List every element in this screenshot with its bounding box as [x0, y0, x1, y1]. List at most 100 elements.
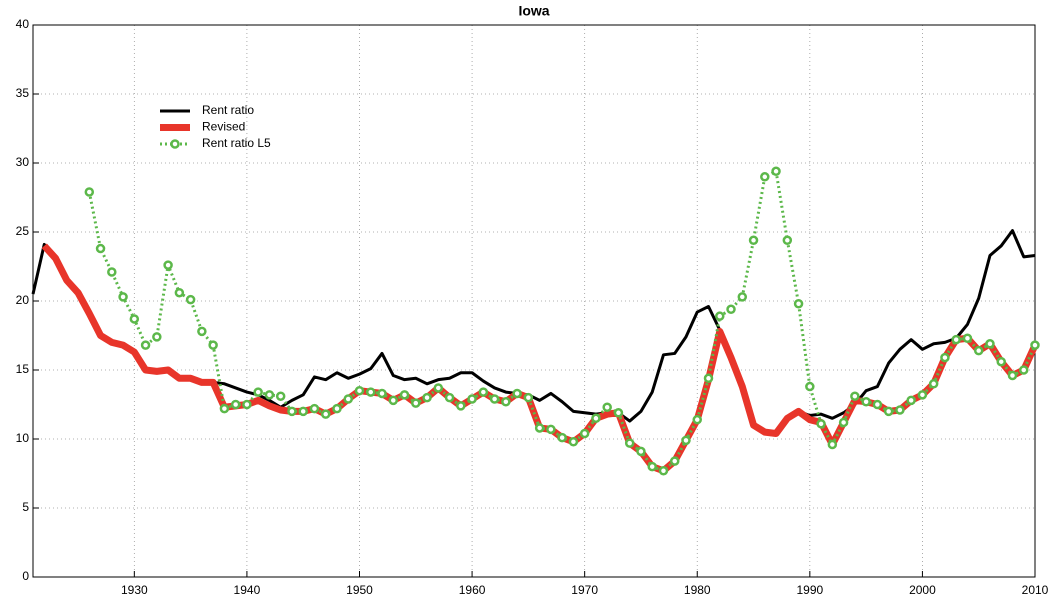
legend-marker [170, 139, 180, 149]
marker [1007, 370, 1018, 381]
marker [84, 187, 95, 197]
y-tick-label: 5 [22, 500, 29, 514]
marker [906, 395, 916, 406]
y-tick-label: 15 [16, 362, 30, 376]
marker [140, 340, 151, 350]
marker [602, 402, 612, 413]
marker [320, 409, 331, 419]
marker [354, 385, 365, 396]
y-tick-label: 25 [16, 224, 30, 238]
marker [895, 405, 905, 415]
plot-frame [32, 24, 1036, 578]
marker [95, 243, 106, 254]
marker [185, 294, 196, 305]
marker [287, 406, 297, 417]
marker [411, 398, 421, 408]
marker [703, 373, 714, 384]
marker [366, 387, 376, 397]
y-tick-label: 20 [16, 293, 30, 307]
marker [760, 172, 770, 182]
y-tick-label: 30 [16, 155, 30, 169]
marker [827, 439, 838, 450]
marker [658, 465, 669, 476]
x-tick-label: 1970 [571, 583, 598, 597]
marker [512, 388, 522, 399]
marker [388, 395, 399, 406]
x-tick-label: 1940 [234, 583, 261, 597]
x-tick-label: 1930 [121, 583, 148, 597]
marker [501, 396, 511, 407]
marker [669, 456, 680, 466]
x-tick-label: 1980 [684, 583, 711, 597]
x-tick-label: 1990 [796, 583, 823, 597]
marker [309, 403, 320, 414]
marker [726, 304, 736, 315]
marker [985, 339, 995, 349]
marker [422, 392, 432, 403]
marker [332, 403, 342, 414]
marker [962, 333, 973, 344]
marker [996, 356, 1006, 367]
marker [940, 352, 950, 363]
series-line [87, 169, 1037, 473]
marker [917, 390, 928, 400]
marker [681, 435, 691, 446]
marker [152, 332, 162, 342]
marker [343, 394, 353, 404]
marker [264, 390, 275, 400]
marker [444, 392, 455, 403]
marker [624, 438, 635, 448]
marker [107, 267, 117, 277]
marker [163, 260, 173, 270]
x-tick-label: 1960 [459, 583, 486, 597]
y-tick-label: 10 [16, 431, 30, 445]
marker [298, 406, 308, 417]
marker [129, 314, 140, 324]
marker [850, 391, 860, 401]
legend-label: Revised [202, 120, 245, 134]
marker [838, 417, 849, 428]
marker [1018, 365, 1029, 375]
marker [242, 399, 252, 410]
y-tick-label: 40 [16, 17, 30, 31]
x-tick-label: 2010 [1022, 583, 1049, 597]
marker [973, 345, 984, 356]
marker [557, 432, 567, 443]
marker [872, 399, 883, 410]
marker [591, 413, 601, 424]
marker [715, 311, 725, 321]
marker [377, 388, 387, 399]
marker [433, 383, 444, 393]
marker [951, 334, 961, 345]
chart-title: Iowa [518, 3, 549, 19]
x-tick-label: 1950 [346, 583, 373, 597]
marker [230, 399, 241, 410]
marker [928, 379, 939, 389]
marker [534, 423, 545, 433]
x-tick-label: 2000 [909, 583, 936, 597]
marker [793, 299, 804, 309]
marker [399, 390, 410, 400]
marker [737, 292, 748, 302]
marker [782, 235, 793, 246]
marker [208, 340, 218, 350]
legend-label: Rent ratio [202, 103, 254, 117]
marker [692, 414, 702, 425]
series-line [41, 243, 1039, 475]
y-tick-label: 0 [22, 569, 29, 583]
marker [883, 406, 894, 417]
y-tick-label: 35 [16, 86, 30, 100]
marker [118, 292, 128, 302]
marker [568, 437, 579, 447]
marker [636, 446, 646, 457]
marker [805, 381, 815, 392]
marker [647, 461, 657, 472]
marker [613, 408, 624, 418]
marker [816, 419, 826, 429]
marker [861, 396, 871, 407]
marker [275, 391, 286, 401]
marker [489, 394, 500, 404]
marker [579, 428, 590, 439]
marker [174, 287, 185, 298]
